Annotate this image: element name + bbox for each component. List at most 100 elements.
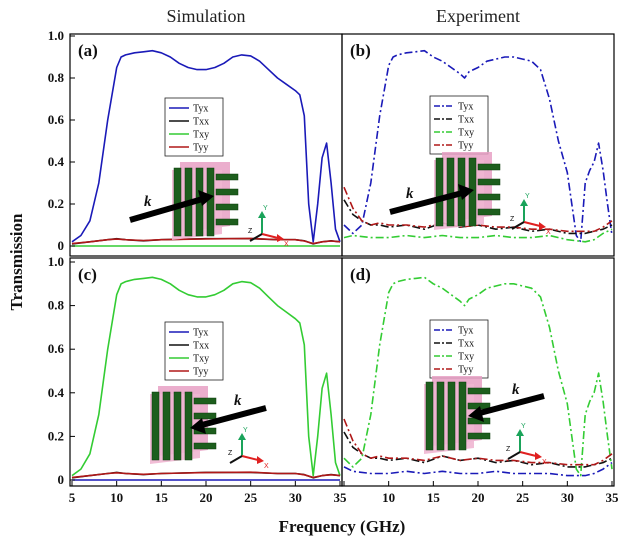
k-arrow-d: k [468,382,545,422]
axis-letter-y: Y [525,193,530,200]
k-arrow-c: k [190,393,267,434]
x-tick-label: 10 [382,490,395,505]
legend-label-txy: Txy [458,352,474,363]
y-axis-arrowhead [258,211,266,218]
axis-letter-x: X [284,241,289,248]
legend-label-tyx: Tyx [458,326,473,337]
x-tick-label: 15 [155,490,169,505]
ring-column [173,167,182,237]
legend-label-tyx: Tyx [458,102,473,113]
k-label-b: k [406,186,414,202]
axis-letter-y: Y [243,427,248,434]
ring-bar [193,397,217,405]
ring-column [458,381,467,451]
ring-column [173,391,182,461]
ring-column [447,381,456,451]
ring-bar [215,218,239,226]
ring-bar [215,173,239,181]
legend-b: Tyx Txx Txy Tyy [429,95,489,155]
axis-letter-y: Y [263,205,268,212]
x-axis-title: Frequency (GHz) [279,517,406,536]
column-title-experiment: Experiment [436,6,520,26]
axis-letter-z: Z [510,216,515,223]
legend-label-tyy: Tyy [458,365,473,376]
ring-column [162,391,171,461]
axis-letter-z: Z [228,450,233,457]
z-axis-arrow [249,233,263,242]
x-axis-arrowhead [257,456,264,464]
legend-d: Tyx Txx Txy Tyy [429,319,489,379]
legend-label-tyy: Tyy [193,367,208,378]
x-axis-arrowhead [277,234,284,242]
x-axis-arrow [241,455,259,461]
coordinate-axes-a: Y Z X [248,205,289,248]
k-label-d: k [512,382,520,398]
panel-label-a: (a) [78,41,98,60]
y-tick-label: 0.8 [48,298,65,313]
x-axis-arrow [523,221,541,227]
panel-d-plot [343,276,613,477]
y-tick-label: 0.4 [48,385,65,400]
series-line-tyx-d [343,461,613,477]
y-tick-label: 0 [58,238,65,253]
axis-letter-y: Y [521,423,526,430]
k-label-a: k [144,194,152,210]
series-line-tyy-a [71,237,341,245]
k-arrow-b: k [389,184,474,215]
coordinate-axes-d: Y Z X [506,423,547,466]
series-line-txy-c [71,276,341,477]
panel-label-d: (d) [350,265,371,284]
y-tick-label: 0.6 [48,112,65,127]
ring-bar [193,442,217,450]
y-tick-label: 0.8 [48,70,65,85]
x-tick-label: 5 [69,490,76,505]
y-tick-label: 0.2 [48,196,64,211]
legend-label-tyy: Tyy [458,141,473,152]
axis-letter-x: X [546,229,551,236]
metamaterial-illustration-d [424,376,491,454]
ring-column [425,381,434,451]
k-label-c: k [234,393,242,409]
metamaterial-illustration-c [150,386,217,464]
legend-label-txy: Txy [193,354,209,365]
ring-bar [477,178,501,186]
panel-label-c: (c) [78,265,97,284]
panel-c-plot [71,276,341,481]
x-axis-arrow [519,451,537,457]
legend-label-txx: Txx [458,339,474,350]
panel-label-b: (b) [350,41,371,60]
x-axis-arrow [261,233,279,239]
ring-column [435,157,444,227]
axis-letter-x: X [542,459,547,466]
tick-layer: 5 10 15 20 25 30 35 10 15 20 25 30 35 0 0.2 0.4 0.6 0.8 1.… [48,28,619,505]
ring-bar [215,203,239,211]
axis-letter-z: Z [248,228,253,235]
legend-label-txx: Txx [193,117,209,128]
series-line-tyy-c [71,471,341,479]
series-line-txy-d [343,276,613,477]
legend-label-txy: Txy [458,128,474,139]
legend-label-txx: Txx [193,341,209,352]
y-axis-arrowhead [238,433,246,440]
k-arrow-a: k [129,190,214,223]
series-line-txy-b [343,228,613,243]
ring-column [206,167,215,237]
y-axis-arrowhead [516,429,524,436]
legend-label-tyx: Tyx [193,328,208,339]
x-tick-label: 30 [289,490,302,505]
y-tick-label: 0 [58,472,65,487]
ring-bar [467,432,491,440]
ring-column [184,391,193,461]
x-tick-label: 15 [427,490,441,505]
ring-bar [215,188,239,196]
x-axis-arrowhead [535,452,542,460]
panel-a-plot [71,49,341,247]
series-line-tyx-b [343,49,613,243]
z-axis-arrow [511,221,525,230]
x-tick-label: 25 [516,490,530,505]
x-tick-label: 35 [334,490,348,505]
ring-bar [477,163,501,171]
legend-label-tyx: Tyx [193,104,208,115]
x-axis-arrowhead [539,222,546,230]
y-tick-label: 0.6 [48,341,65,356]
